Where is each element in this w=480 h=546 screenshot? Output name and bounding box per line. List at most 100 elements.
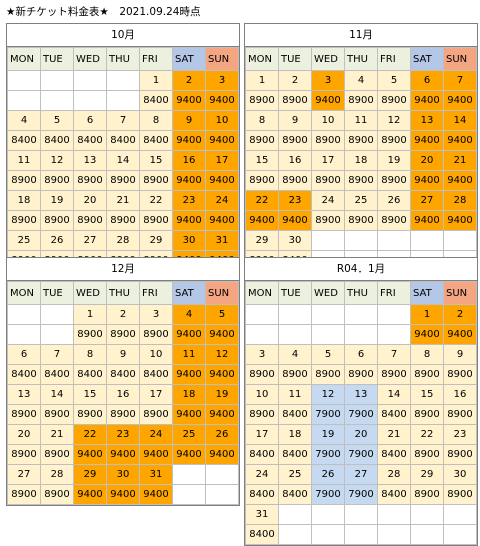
date-cell: 7 xyxy=(107,111,140,131)
price-cell: 9400 xyxy=(206,131,239,151)
date-cell: 2 xyxy=(279,71,312,91)
price-cell: 8900 xyxy=(279,365,312,385)
date-cell: 1 xyxy=(140,71,173,91)
date-row: 27 28 29 30 31 xyxy=(8,465,239,485)
date-cell: 9 xyxy=(279,111,312,131)
date-cell: 22 xyxy=(140,191,173,211)
empty-cell xyxy=(279,325,312,345)
price-cell: 8900 xyxy=(345,91,378,111)
empty-cell xyxy=(279,305,312,325)
date-cell: 19 xyxy=(206,385,239,405)
empty-cell xyxy=(206,465,239,485)
date-cell: 20 xyxy=(411,151,444,171)
calendar-grid: MON TUE WED THU FRI SAT SUN 1 2 3 8400 9400 9400 4 5 6 7… xyxy=(7,47,239,271)
date-cell: 3 xyxy=(206,71,239,91)
calendar-month-label: 10月 xyxy=(7,24,239,47)
weekday-header: MON xyxy=(246,282,279,305)
price-cell: 8900 xyxy=(378,365,411,385)
price-cell: 8400 xyxy=(246,445,279,465)
date-cell: 14 xyxy=(378,385,411,405)
weekday-header: FRI xyxy=(378,282,411,305)
date-cell: 29 xyxy=(246,231,279,251)
calendar-month-label: 11月 xyxy=(245,24,477,47)
date-cell: 28 xyxy=(41,465,74,485)
date-row: 15 16 17 18 19 20 21 xyxy=(246,151,477,171)
date-cell: 1 xyxy=(74,305,107,325)
weekday-header-row: MON TUE WED THU FRI SAT SUN xyxy=(8,282,239,305)
date-cell: 16 xyxy=(107,385,140,405)
empty-cell xyxy=(279,505,312,525)
weekday-header: SAT xyxy=(173,282,206,305)
price-cell: 8900 xyxy=(279,91,312,111)
price-cell: 7900 xyxy=(312,445,345,465)
empty-cell xyxy=(378,325,411,345)
empty-cell xyxy=(345,231,378,251)
price-cell: 9400 xyxy=(444,171,477,191)
date-cell: 4 xyxy=(8,111,41,131)
date-cell: 13 xyxy=(74,151,107,171)
price-cell: 8900 xyxy=(312,365,345,385)
price-cell: 8900 xyxy=(345,131,378,151)
date-cell: 30 xyxy=(444,465,477,485)
price-cell: 8900 xyxy=(74,325,107,345)
price-cell: 8900 xyxy=(246,171,279,191)
price-cell: 8900 xyxy=(378,91,411,111)
price-cell: 8400 xyxy=(378,405,411,425)
price-cell: 9400 xyxy=(411,91,444,111)
empty-cell xyxy=(444,231,477,251)
price-cell: 8400 xyxy=(279,445,312,465)
calendar-november: 11月 MON TUE WED THU FRI SAT SUN 1 2 3 4 5 6 7 8900 8900… xyxy=(244,23,478,272)
price-cell: 8400 xyxy=(8,131,41,151)
calendar-grid: MON TUE WED THU FRI SAT SUN 1 2 3 4 5 6 7 8900 8900 9400… xyxy=(245,47,477,271)
price-cell: 8400 xyxy=(140,365,173,385)
date-cell: 28 xyxy=(444,191,477,211)
price-cell: 8900 xyxy=(74,405,107,425)
date-cell: 30 xyxy=(107,465,140,485)
date-cell: 21 xyxy=(41,425,74,445)
price-cell: 8900 xyxy=(74,171,107,191)
date-cell: 18 xyxy=(173,385,206,405)
date-cell: 27 xyxy=(8,465,41,485)
price-cell: 8400 xyxy=(378,485,411,505)
price-row: 9400 9400 xyxy=(246,325,477,345)
date-cell: 7 xyxy=(41,345,74,365)
date-cell: 10 xyxy=(312,111,345,131)
price-cell: 9400 xyxy=(444,91,477,111)
weekday-header-row: MON TUE WED THU FRI SAT SUN xyxy=(246,48,477,71)
empty-cell xyxy=(312,325,345,345)
date-cell: 26 xyxy=(206,425,239,445)
calendar-october: 10月 MON TUE WED THU FRI SAT SUN 1 2 3 8400 9400 9400… xyxy=(6,23,240,272)
date-cell: 15 xyxy=(246,151,279,171)
weekday-header: SUN xyxy=(444,48,477,71)
price-cell: 9400 xyxy=(206,365,239,385)
empty-cell xyxy=(411,525,444,545)
date-cell: 13 xyxy=(411,111,444,131)
price-cell: 9400 xyxy=(246,211,279,231)
date-cell: 24 xyxy=(140,425,173,445)
price-cell: 7900 xyxy=(312,485,345,505)
price-cell: 8900 xyxy=(378,171,411,191)
date-cell: 11 xyxy=(345,111,378,131)
price-cell: 9400 xyxy=(173,445,206,465)
empty-cell xyxy=(246,325,279,345)
weekday-header: MON xyxy=(246,48,279,71)
price-cell: 8400 xyxy=(246,525,279,545)
price-cell: 8900 xyxy=(378,131,411,151)
price-cell: 8400 xyxy=(140,131,173,151)
date-cell: 25 xyxy=(345,191,378,211)
price-cell: 9400 xyxy=(173,405,206,425)
price-cell: 8900 xyxy=(411,445,444,465)
date-cell: 13 xyxy=(8,385,41,405)
price-cell: 8900 xyxy=(107,405,140,425)
date-cell: 8 xyxy=(246,111,279,131)
calendar-january: R04．1月 MON TUE WED THU FRI SAT SUN 1 2 9400 9400 3 4… xyxy=(244,257,478,546)
empty-cell xyxy=(8,325,41,345)
empty-cell xyxy=(411,505,444,525)
date-row: 20 21 22 23 24 25 26 xyxy=(8,425,239,445)
date-cell: 18 xyxy=(8,191,41,211)
date-cell: 29 xyxy=(411,465,444,485)
price-row: 8400 8400 8400 8400 8400 9400 9400 xyxy=(8,365,239,385)
empty-cell xyxy=(378,305,411,325)
date-cell: 27 xyxy=(345,465,378,485)
